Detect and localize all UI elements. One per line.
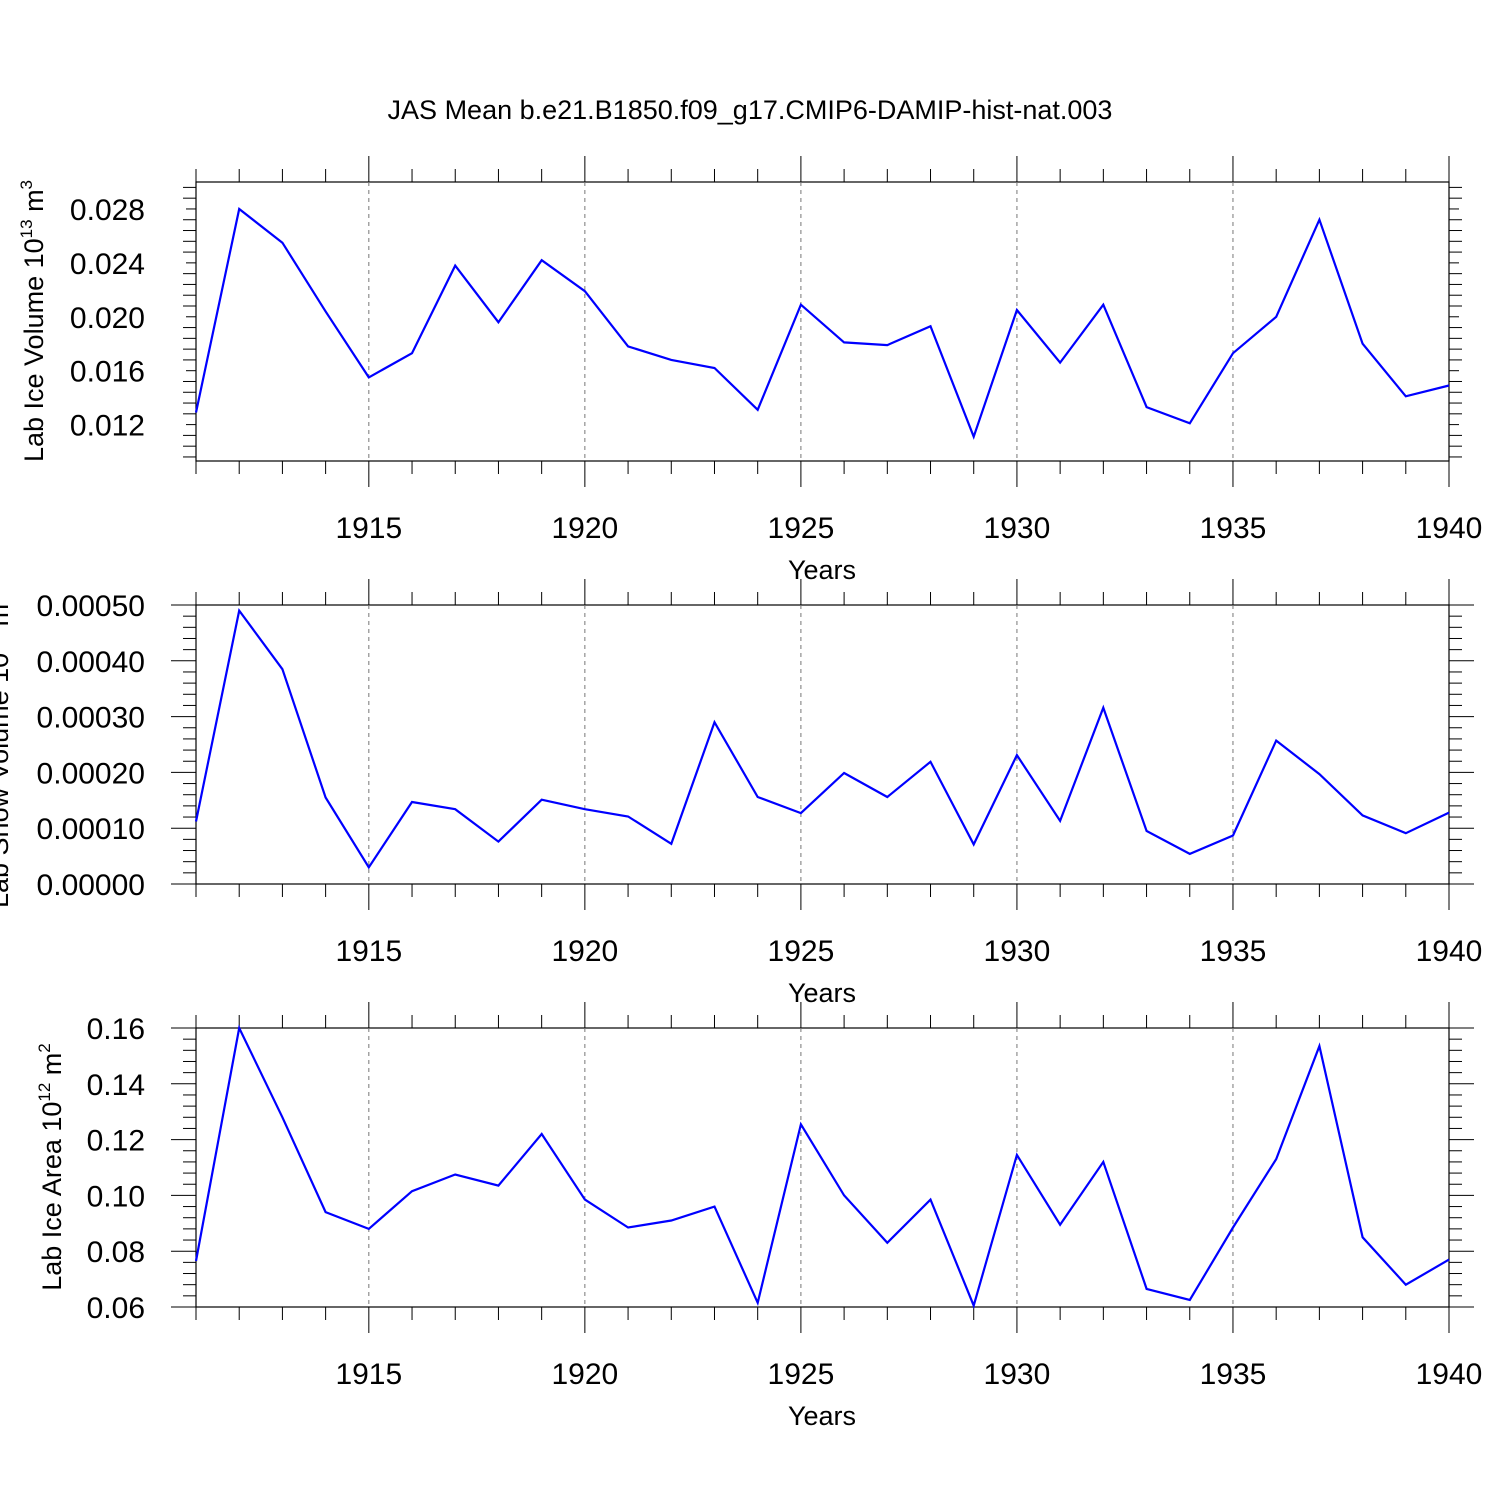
y-axis-title: Lab Ice Area 1012 m2 [35,1043,67,1291]
plot-frame [195,181,1450,462]
x-tick-label: 1940 [1416,1358,1483,1391]
x-tick-label: 1940 [1416,512,1483,545]
x-tick-labels: 1915 1920 1925 1930 1935 1940 [335,512,1482,545]
x-tick-label: 1935 [1200,1358,1267,1391]
plot-frame [195,604,1450,885]
figure-title: JAS Mean b.e21.B1850.f09_g17.CMIP6-DAMIP… [388,95,1113,125]
x-tick-label: 1915 [335,1358,402,1391]
y-axis-title: Lab Ice Volume 1013 m3 [17,180,49,462]
x-tick-label: 1930 [984,935,1051,968]
y-tick-labels: 0.06 0.08 0.10 0.12 0.14 0.16 [87,1013,145,1325]
y-tick-label: 0.00050 [37,590,145,623]
x-tick-label: 1935 [1200,512,1267,545]
y-tick-label: 0.00040 [37,646,145,679]
axis-ticks [171,1002,1474,1333]
y-tick-label: 0.016 [70,356,145,389]
y-tick-label: 0.12 [87,1125,145,1158]
x-tick-label: 1935 [1200,935,1267,968]
y-tick-label: 0.16 [87,1013,145,1046]
x-tick-label: 1925 [768,1358,835,1391]
axis-ticks [171,579,1474,910]
y-tick-label: 0.00000 [37,869,145,902]
x-axis-title: Years [788,1401,856,1431]
x-tick-label: 1915 [335,935,402,968]
x-tick-labels: 1915 1920 1925 1930 1935 1940 [335,935,1482,968]
x-gridlines [368,182,1234,461]
axis-ticks [183,156,1462,487]
x-tick-label: 1920 [551,1358,618,1391]
y-tick-labels: 0.00000 0.00010 0.00020 0.00030 0.00040 0.000… [37,590,145,902]
x-tick-label: 1930 [984,512,1051,545]
ice-volume-line [194,207,1450,440]
snow-volume-line [194,607,1450,870]
y-tick-label: 0.00020 [37,757,145,790]
x-gridlines [368,1028,1234,1307]
x-tick-label: 1925 [768,935,835,968]
x-tick-label: 1920 [551,935,618,968]
y-tick-label: 0.14 [87,1069,145,1102]
y-tick-label: 0.10 [87,1180,145,1213]
x-tick-label: 1915 [335,512,402,545]
plot-frame [195,1027,1450,1308]
x-axis-title: Years [788,978,856,1008]
x-tick-label: 1940 [1416,935,1483,968]
y-tick-label: 0.06 [87,1292,145,1325]
panel-ice-area: 0.06 0.08 0.10 0.12 0.14 0.16 1915 1920 1925 193… [35,1002,1482,1431]
y-tick-label: 0.024 [70,248,145,281]
x-tick-label: 1930 [984,1358,1051,1391]
y-tick-label: 0.012 [70,410,145,443]
x-axis-title: Years [788,555,856,585]
y-tick-label: 0.00030 [37,702,145,735]
y-tick-label: 0.00010 [37,813,145,846]
panel-snow-volume: 0.00000 0.00010 0.00020 0.00030 0.00040 0.000… [0,579,1482,1008]
y-tick-labels: 0.012 0.016 0.020 0.024 0.028 [70,194,145,443]
y-tick-label: 0.020 [70,302,145,335]
y-tick-label: 0.028 [70,194,145,227]
ice-area-line [194,1024,1450,1309]
y-axis-title: Lab Snow Volume 1013 m3 [0,594,14,908]
x-tick-label: 1920 [551,512,618,545]
x-tick-labels: 1915 1920 1925 1930 1935 1940 [335,1358,1482,1391]
x-gridlines [368,605,1234,884]
x-tick-label: 1925 [768,512,835,545]
y-tick-label: 0.08 [87,1236,145,1269]
